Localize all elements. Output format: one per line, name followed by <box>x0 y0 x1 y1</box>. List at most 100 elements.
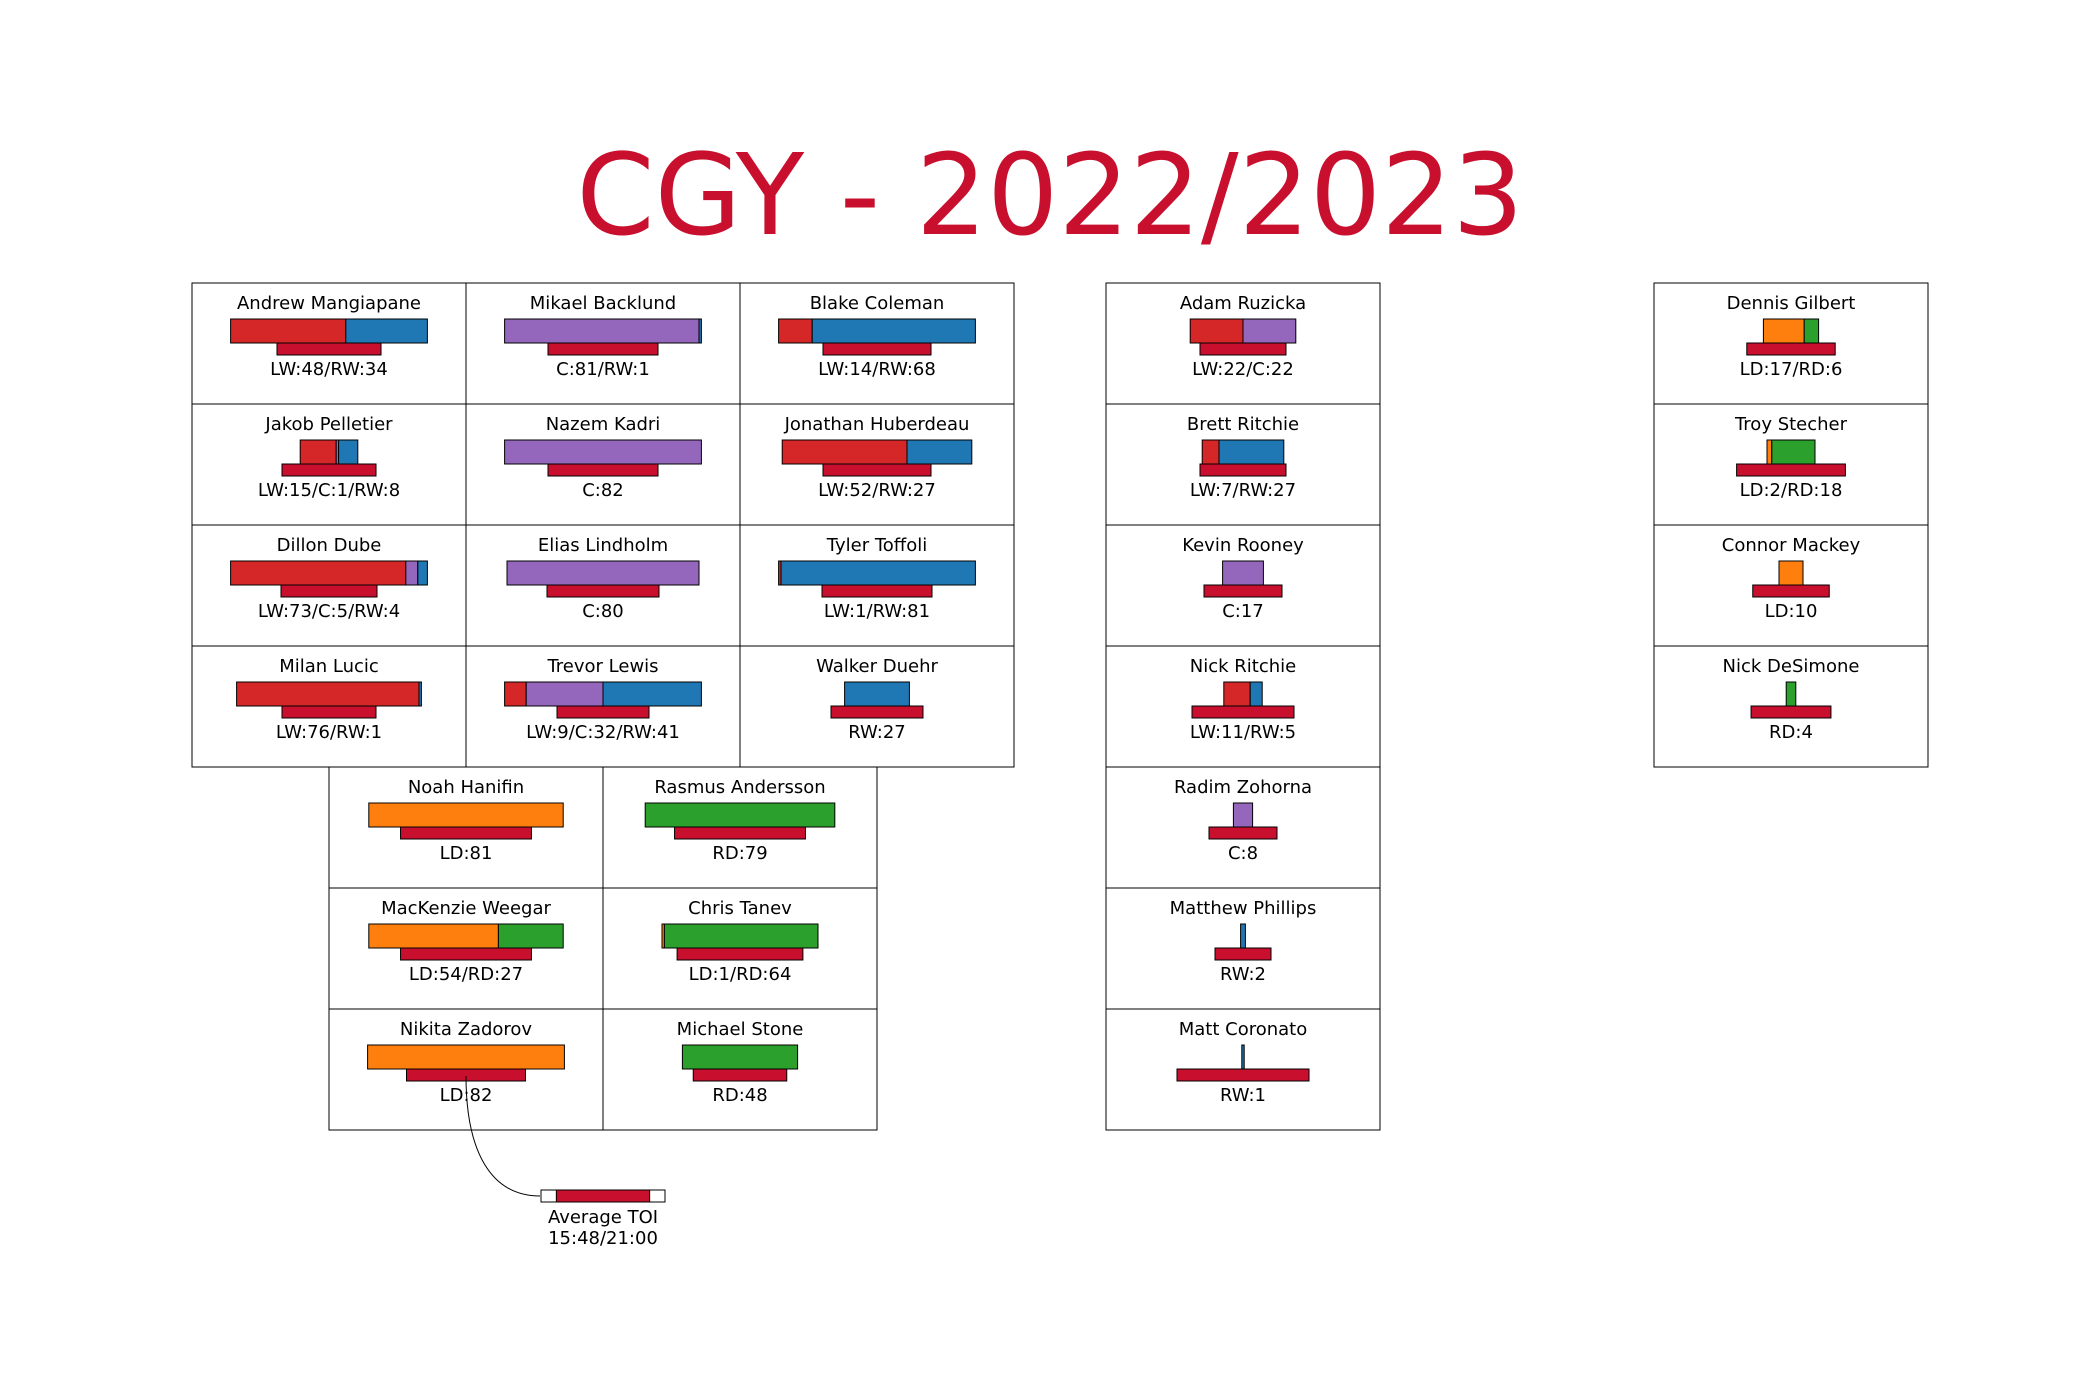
toi-bar <box>547 342 659 356</box>
games-segment-c <box>504 318 700 344</box>
player-name: Connor Mackey <box>1722 535 1861 556</box>
player-games-label: C:80 <box>582 601 624 622</box>
player-games-label: C:81/RW:1 <box>556 359 650 380</box>
games-segment-lw <box>504 681 527 707</box>
toi-bar <box>692 1068 788 1082</box>
games-segment-rw <box>338 439 359 465</box>
player-games-label: RW:1 <box>1220 1085 1266 1106</box>
games-segment-rw <box>1240 923 1246 949</box>
toi-bar <box>400 826 532 840</box>
player-games-label: LW:14/RW:68 <box>818 359 936 380</box>
games-segment-c <box>504 439 702 465</box>
legend-value: 15:48/21:00 <box>548 1228 658 1249</box>
toi-bar <box>821 584 933 598</box>
games-segment-lw <box>299 439 337 465</box>
player-games-label: LW:7/RW:27 <box>1190 480 1296 501</box>
player-games-label: LW:73/C:5/RW:4 <box>258 601 400 622</box>
player-games-label: LD:1/RD:64 <box>689 964 792 985</box>
games-segment-lw <box>230 560 407 586</box>
games-segment-rd <box>681 1044 799 1070</box>
player-name: Jonathan Huberdeau <box>784 414 970 435</box>
player-name: Adam Ruzicka <box>1180 293 1306 314</box>
games-segment-lw <box>1201 439 1220 465</box>
player-name: Nick Ritchie <box>1190 656 1296 677</box>
player-games-label: LD:81 <box>440 843 493 864</box>
toi-bar <box>822 463 932 477</box>
toi-bar <box>1736 463 1846 477</box>
toi-bar <box>676 947 804 961</box>
games-segment-ld <box>368 802 564 828</box>
player-games-label: LD:17/RD:6 <box>1740 359 1843 380</box>
player-games-label: LW:76/RW:1 <box>276 722 382 743</box>
toi-bar <box>281 463 377 477</box>
games-segment-rw <box>345 318 428 344</box>
player-name: MacKenzie Weegar <box>381 898 551 919</box>
games-segment-lw <box>781 439 908 465</box>
player-name: Walker Duehr <box>816 656 938 677</box>
player-name: Trevor Lewis <box>546 656 658 677</box>
player-name: Kevin Rooney <box>1182 535 1304 556</box>
games-segment-c <box>506 560 700 586</box>
games-segment-ld <box>368 923 499 949</box>
player-games-label: RW:2 <box>1220 964 1266 985</box>
games-segment-rw <box>1241 1044 1245 1070</box>
games-segment-lw <box>236 681 420 707</box>
games-segment-rd <box>1771 439 1816 465</box>
games-segment-lw <box>230 318 347 344</box>
games-segment-rd <box>1785 681 1797 707</box>
toi-bar <box>1750 705 1832 719</box>
games-segment-rd <box>644 802 836 828</box>
player-name: Radim Zohorna <box>1174 777 1312 798</box>
player-name: Troy Stecher <box>1734 414 1848 435</box>
games-segment-rw <box>418 681 422 707</box>
player-name: Noah Hanifin <box>408 777 524 798</box>
player-name: Elias Lindholm <box>538 535 668 556</box>
player-games-label: LW:52/RW:27 <box>818 480 936 501</box>
player-games-label: LW:48/RW:34 <box>270 359 388 380</box>
player-games-label: LD:82 <box>440 1085 493 1106</box>
games-segment-rw <box>602 681 702 707</box>
games-segment-rw <box>1249 681 1263 707</box>
player-games-label: C:82 <box>582 480 624 501</box>
games-segment-lw <box>1189 318 1244 344</box>
legend-toi-bar <box>555 1189 651 1203</box>
player-name: Jakob Pelletier <box>264 414 393 435</box>
games-segment-rd <box>1803 318 1820 344</box>
games-segment-rd <box>497 923 564 949</box>
toi-bar <box>547 463 659 477</box>
toi-bar <box>280 584 378 598</box>
games-segment-rw <box>780 560 976 586</box>
games-segment-rw <box>698 318 702 344</box>
player-name: Blake Coleman <box>810 293 945 314</box>
player-name: Tyler Toffoli <box>826 535 927 556</box>
player-games-label: LW:11/RW:5 <box>1190 722 1296 743</box>
player-name: Michael Stone <box>677 1019 804 1040</box>
player-games-label: RD:48 <box>712 1085 767 1106</box>
toi-bar <box>400 947 532 961</box>
toi-bar <box>281 705 377 719</box>
player-name: Andrew Mangiapane <box>237 293 421 314</box>
player-games-label: RD:4 <box>1769 722 1813 743</box>
player-name: Rasmus Andersson <box>654 777 825 798</box>
toi-bar <box>276 342 382 356</box>
games-segment-rw <box>1218 439 1285 465</box>
player-name: Mikael Backlund <box>530 293 676 314</box>
player-name: Nikita Zadorov <box>400 1019 533 1040</box>
games-segment-c <box>1242 318 1297 344</box>
player-name: Milan Lucic <box>279 656 379 677</box>
player-games-label: LD:2/RD:18 <box>1740 480 1843 501</box>
games-segment-ld <box>367 1044 565 1070</box>
games-segment-rw <box>906 439 973 465</box>
toi-bar <box>674 826 806 840</box>
games-segment-c <box>1222 560 1264 586</box>
games-segment-c <box>525 681 604 707</box>
toi-bar <box>1752 584 1830 598</box>
games-segment-lw <box>1223 681 1251 707</box>
player-name: Brett Ritchie <box>1187 414 1299 435</box>
toi-bar <box>830 705 924 719</box>
toi-bar <box>1176 1068 1310 1082</box>
games-segment-c <box>405 560 419 586</box>
player-name: Nazem Kadri <box>546 414 661 435</box>
toi-bar <box>1746 342 1836 356</box>
player-games-label: LW:22/C:22 <box>1192 359 1294 380</box>
